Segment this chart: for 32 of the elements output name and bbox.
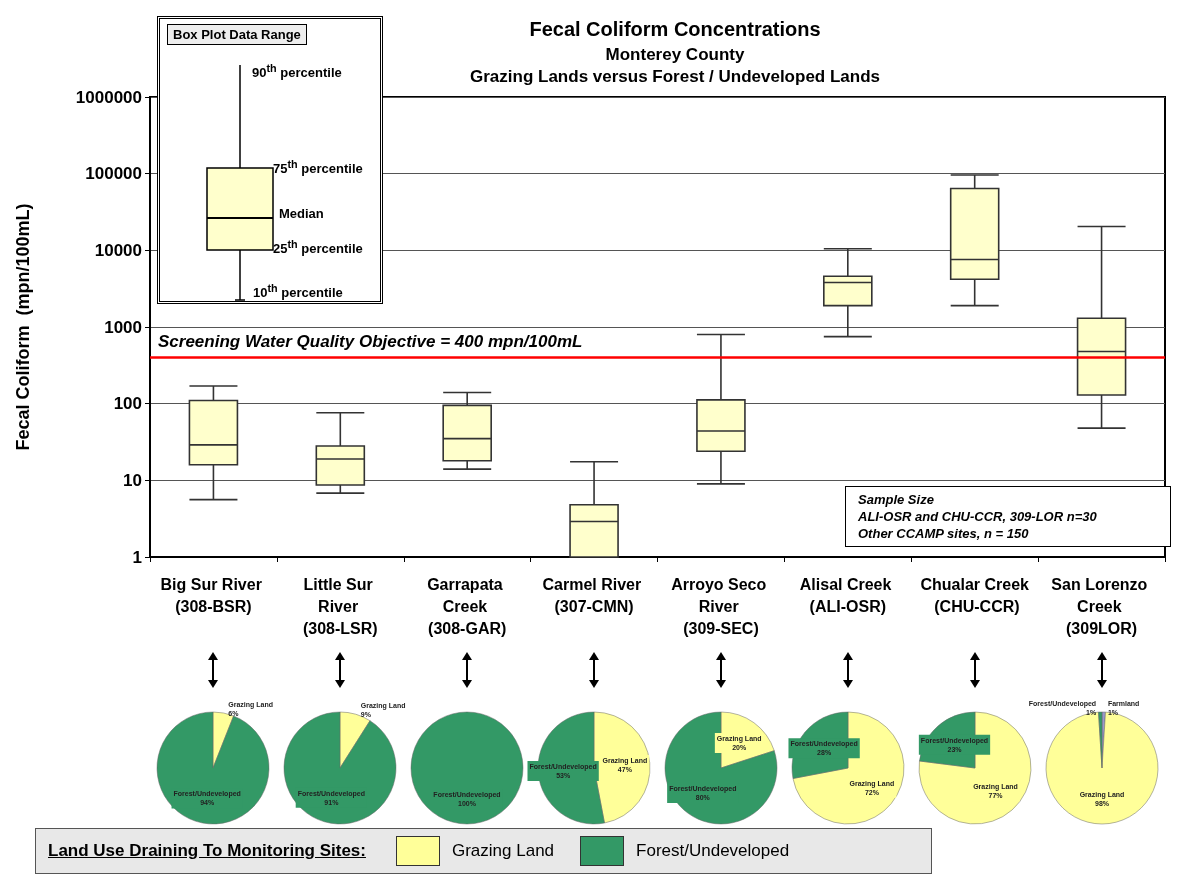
x-tick-label: Arroyo Seco River (309-SEC) bbox=[671, 575, 771, 637]
text: 90$^{th}$ percentile bbox=[252, 62, 342, 81]
x-tick-label: Little Sur River (308-LSR) bbox=[302, 575, 378, 637]
text: Box Plot Data Range bbox=[167, 24, 307, 45]
x-tick-label: Carmel River (307-CMN) bbox=[542, 575, 646, 615]
annotation: 10$^{th}$ percentile bbox=[253, 282, 343, 301]
x-tick-label: Garrapata Creek (308-GAR) bbox=[427, 575, 508, 637]
y-tick-label: 100000 bbox=[85, 164, 142, 184]
y-tick-label: 1000 bbox=[104, 317, 142, 337]
chart-subtitle: Monterey County Grazing Lands versus Forest / Undeveloped Lands bbox=[470, 44, 880, 86]
y-tick-label: 100 bbox=[113, 394, 142, 414]
annotation: Sample Size bbox=[858, 491, 935, 508]
x-tick-label: Chualar Creek (CHU-CCR) bbox=[920, 575, 1030, 615]
annotation: ALI-OSR and CHU-CCR, 309-LOR n=30 bbox=[858, 508, 1098, 525]
chart-title: Fecal Coliform Concentrations bbox=[529, 18, 821, 40]
y-tick-label: 1000000 bbox=[75, 87, 142, 107]
y-tick-label: 1 bbox=[132, 547, 142, 567]
y-tick-label: 10 bbox=[123, 470, 142, 490]
annotation: 75$^{th}$ percentile bbox=[273, 158, 363, 177]
legend-label: Forest/Undeveloped bbox=[636, 841, 790, 861]
legend-label: Grazing Land bbox=[451, 841, 555, 861]
note-box: Sample Size ALI-OSR and CHU-CCR, 309-LOR n=30 Other CCAMP sites, n = 150 bbox=[845, 486, 1171, 547]
annotation: 25$^{th}$ percentile bbox=[273, 238, 363, 257]
x-tick-label: Big Sur River (308-BSR) bbox=[160, 575, 267, 615]
annotation: Median bbox=[279, 206, 324, 221]
y-tick-label: 10000 bbox=[94, 240, 142, 260]
ref-line-label: Screening Water Quality Objective = 400 mpn/100mL bbox=[158, 331, 583, 351]
legend-title: Land Use Draining To Monitoring Sites: bbox=[48, 841, 366, 861]
annotation: Other CCAMP sites, n = 150 bbox=[858, 525, 1030, 542]
y-axis-title: Fecal Coliform (mpn/100mL) bbox=[13, 203, 33, 451]
x-tick-label: San Lorenzo Creek (309LOR) bbox=[1051, 575, 1152, 637]
x-tick-label: Alisal Creek (ALI-OSR) bbox=[799, 575, 896, 615]
